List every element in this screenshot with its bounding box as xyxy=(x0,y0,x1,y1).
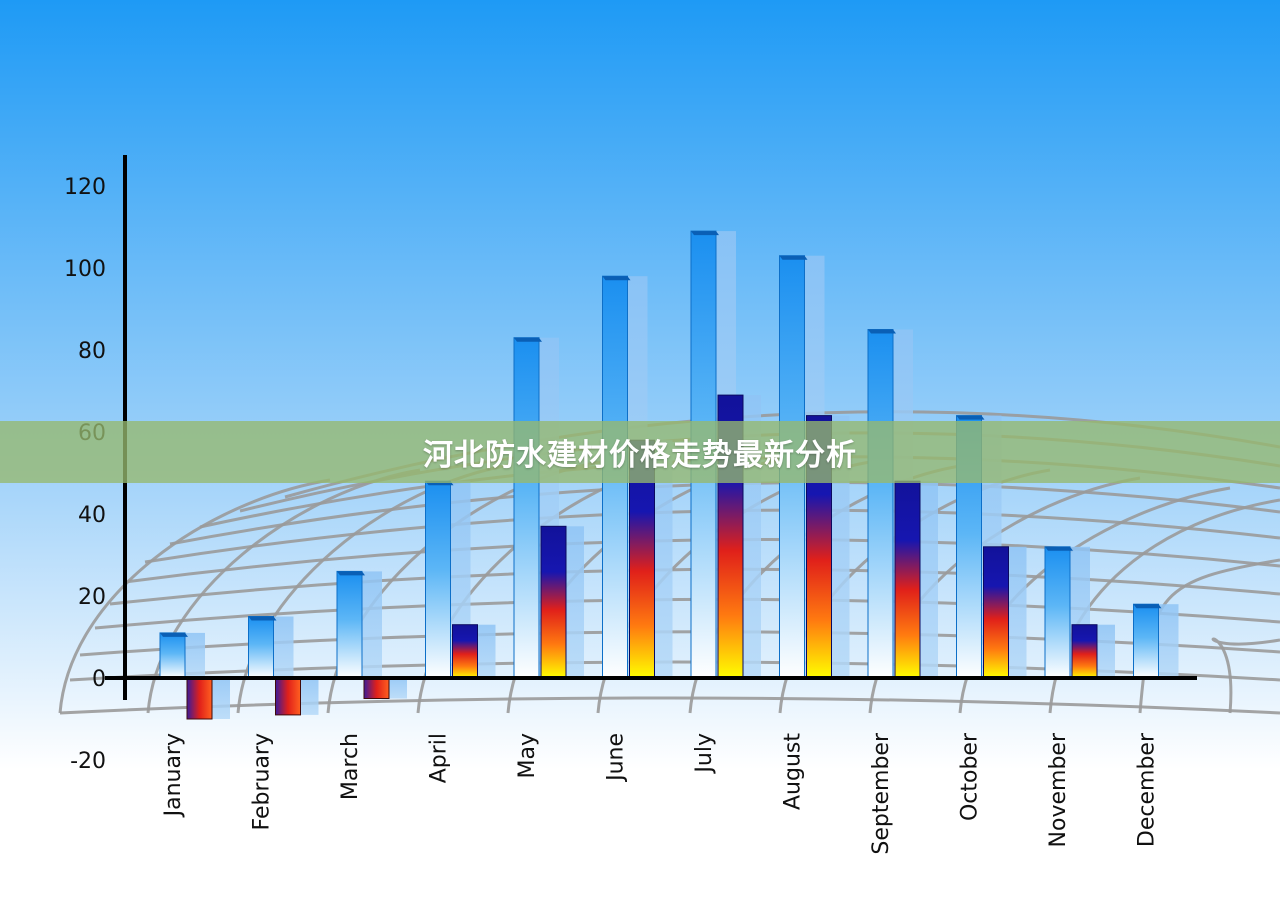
bar-cap xyxy=(868,330,896,334)
bar-series2-october xyxy=(984,547,1009,678)
bar-cap xyxy=(691,231,719,235)
bar-cap xyxy=(160,633,188,637)
bar-series1-april xyxy=(426,481,451,678)
x-tick-label: January xyxy=(161,733,186,818)
bar-series1-february xyxy=(249,617,274,679)
bar-series1-may xyxy=(514,338,539,678)
bar-cap xyxy=(957,416,985,420)
x-tick-label: March xyxy=(338,733,363,800)
bar-series2-may xyxy=(541,526,566,678)
bar-cap xyxy=(1045,547,1073,551)
x-tick-label: October xyxy=(958,732,983,821)
y-tick-label: 100 xyxy=(64,257,106,282)
bar-series2-november xyxy=(1072,625,1097,678)
bar-cap xyxy=(249,617,277,621)
bar-series2-april xyxy=(453,625,478,678)
bar-series2-march xyxy=(364,678,389,699)
y-tick-label: 20 xyxy=(78,585,106,610)
bar-series1-december xyxy=(1134,604,1159,678)
y-tick-label: 40 xyxy=(78,503,106,528)
x-tick-label: February xyxy=(250,733,275,831)
y-tick-label: 80 xyxy=(78,339,106,364)
bar-series2-january xyxy=(187,678,212,719)
bar-series1-september xyxy=(868,330,893,679)
bar-cap xyxy=(337,571,365,575)
bar-series2-september xyxy=(895,481,920,678)
x-tick-label: August xyxy=(781,733,806,810)
bar-cap xyxy=(603,276,631,280)
x-tick-label: September xyxy=(869,732,894,855)
title-banner: 河北防水建材价格走势最新分析 xyxy=(0,421,1280,483)
x-tick-label: June xyxy=(604,733,629,783)
x-tick-label: December xyxy=(1135,732,1160,847)
bar-series1-march xyxy=(337,571,362,678)
y-tick-label: -20 xyxy=(70,749,106,774)
x-tick-label: July xyxy=(692,733,717,775)
bar-cap xyxy=(1134,604,1162,608)
bar-series1-november xyxy=(1045,547,1070,678)
y-tick-label: 0 xyxy=(92,667,106,692)
y-tick-label: 120 xyxy=(64,175,106,200)
bar-cap xyxy=(514,338,542,342)
x-tick-label: April xyxy=(427,733,452,783)
bar-series1-january xyxy=(160,633,185,678)
x-tick-label: May xyxy=(515,733,540,778)
bar-series2-february xyxy=(276,678,301,715)
bar-cap xyxy=(780,256,808,260)
banner-title: 河北防水建材价格走势最新分析 xyxy=(423,430,857,474)
x-tick-label: November xyxy=(1046,732,1071,847)
